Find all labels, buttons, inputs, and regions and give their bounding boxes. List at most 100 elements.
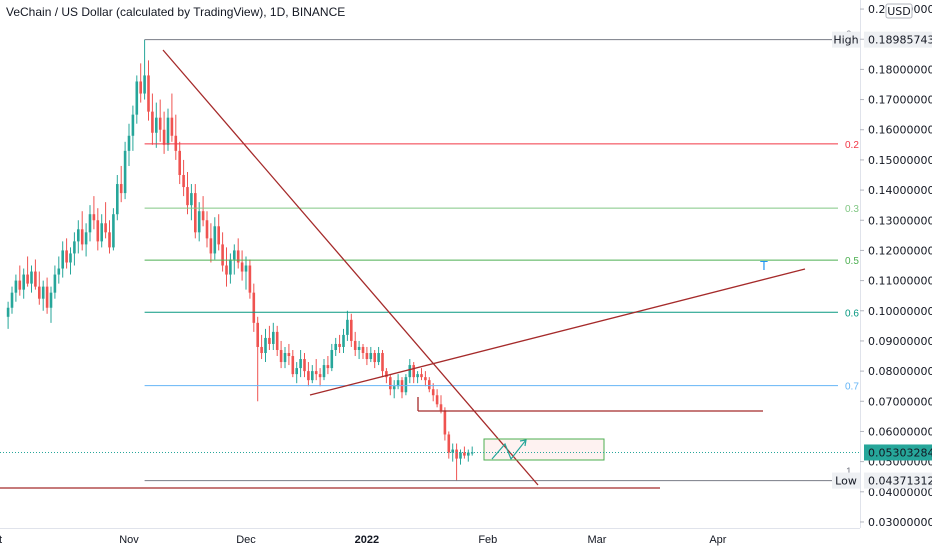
candle[interactable] [186, 171, 189, 215]
candle[interactable] [112, 208, 115, 251]
candle[interactable] [57, 256, 61, 284]
candle[interactable] [314, 359, 318, 381]
candle[interactable] [346, 310, 349, 341]
candle[interactable] [30, 265, 33, 293]
currency-badge[interactable]: USD [885, 3, 913, 19]
candle[interactable] [26, 256, 29, 287]
candle[interactable] [38, 271, 41, 305]
candle[interactable] [338, 334, 341, 354]
candle[interactable] [190, 184, 193, 221]
candle[interactable] [260, 334, 263, 360]
candle[interactable] [287, 343, 291, 366]
time-axis[interactable]: ct Nov Dec 2022 Feb Mar Apr [0, 534, 727, 546]
candle[interactable] [248, 259, 252, 299]
candle[interactable] [233, 244, 236, 275]
candle[interactable] [268, 325, 271, 350]
candle[interactable] [65, 238, 68, 269]
candle[interactable] [69, 247, 72, 275]
candle[interactable] [225, 247, 228, 287]
candle[interactable] [451, 443, 454, 462]
candle[interactable] [412, 362, 415, 384]
candle[interactable] [123, 141, 127, 200]
candle[interactable] [127, 123, 131, 166]
candle[interactable] [104, 202, 107, 239]
candle[interactable] [80, 211, 84, 251]
candle[interactable] [116, 174, 119, 221]
candle[interactable] [221, 232, 224, 272]
candle[interactable] [330, 343, 334, 372]
candle[interactable] [77, 220, 80, 254]
candle[interactable] [34, 259, 37, 290]
candle[interactable] [213, 217, 217, 260]
candle[interactable] [151, 93, 154, 145]
candle[interactable] [350, 313, 353, 347]
candle[interactable] [244, 256, 248, 290]
candle[interactable] [318, 368, 322, 387]
candle[interactable] [236, 238, 240, 269]
candle[interactable] [45, 277, 49, 314]
candle[interactable] [53, 265, 57, 299]
candle[interactable] [353, 331, 357, 357]
price-axis[interactable]: 0.200000000.190000000.180000000.17000000… [832, 3, 932, 529]
candle[interactable] [428, 377, 431, 393]
candle[interactable] [377, 346, 380, 366]
candle[interactable] [431, 383, 435, 402]
candle[interactable] [49, 286, 53, 323]
candle[interactable] [435, 389, 439, 408]
candle[interactable] [135, 75, 139, 124]
candle[interactable] [84, 223, 88, 257]
candle[interactable] [357, 340, 361, 360]
candle[interactable] [279, 340, 283, 369]
candle[interactable] [334, 337, 337, 357]
candle[interactable] [209, 223, 213, 263]
candle[interactable] [174, 114, 178, 160]
candle[interactable] [73, 232, 76, 266]
candle[interactable] [459, 449, 462, 465]
candle[interactable] [147, 60, 150, 121]
candle[interactable] [307, 362, 310, 387]
candle[interactable] [389, 374, 392, 396]
candle[interactable] [217, 214, 220, 251]
candle[interactable] [256, 316, 259, 402]
candle[interactable] [408, 359, 412, 384]
candle[interactable] [139, 63, 142, 103]
candle[interactable] [392, 380, 396, 399]
candle[interactable] [96, 208, 100, 251]
candle[interactable] [424, 371, 427, 387]
target-zone-box[interactable] [483, 438, 605, 461]
candle[interactable] [197, 202, 201, 242]
candle[interactable] [61, 241, 64, 278]
candle[interactable] [170, 93, 174, 142]
candle[interactable] [420, 368, 423, 381]
candle[interactable] [131, 105, 135, 151]
candle[interactable] [467, 449, 470, 462]
candle[interactable] [447, 431, 451, 459]
candle[interactable] [22, 268, 25, 299]
candle[interactable] [162, 111, 166, 154]
candle[interactable] [88, 205, 92, 242]
candle[interactable] [272, 322, 275, 350]
candle[interactable] [205, 211, 209, 248]
candle[interactable] [361, 343, 365, 360]
candle[interactable] [240, 250, 244, 281]
candle[interactable] [178, 141, 181, 185]
candle[interactable] [119, 165, 123, 203]
candle[interactable] [201, 196, 205, 227]
candle[interactable] [396, 374, 400, 390]
candle[interactable] [303, 353, 306, 378]
candle[interactable] [100, 214, 103, 248]
candle[interactable] [283, 346, 287, 369]
candle[interactable] [369, 346, 373, 363]
candle[interactable] [311, 365, 314, 384]
candle[interactable] [295, 362, 298, 384]
candle[interactable] [443, 407, 447, 441]
low-price-tag[interactable]: 0.04371312 Low [832, 472, 932, 489]
candle[interactable] [92, 196, 96, 230]
candle[interactable] [264, 328, 267, 363]
candle[interactable] [439, 395, 443, 414]
candle[interactable] [14, 274, 18, 302]
candle[interactable] [365, 346, 369, 366]
candle[interactable] [381, 349, 384, 378]
candle[interactable] [299, 349, 302, 378]
candle[interactable] [275, 325, 279, 357]
